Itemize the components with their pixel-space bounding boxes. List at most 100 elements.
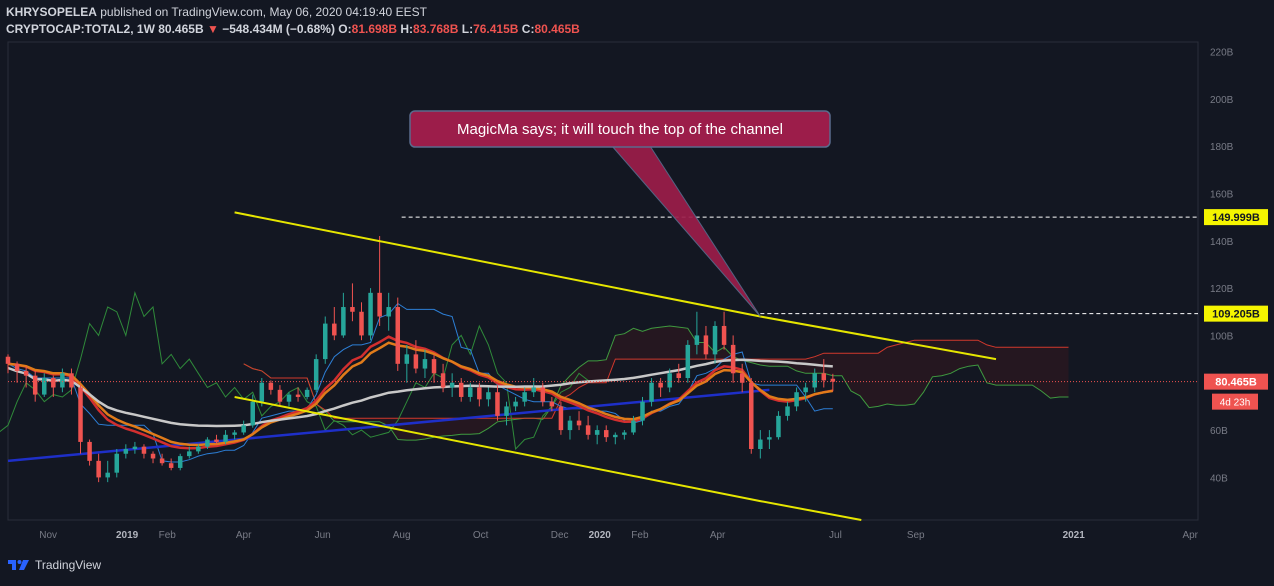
candle-body: [449, 382, 455, 388]
candle-body: [350, 307, 355, 312]
candle-body: [105, 472, 110, 478]
candle-body: [486, 392, 491, 400]
ohlc-legend: CRYPTOCAP:TOTAL2, 1W 80.465B ▼ −548.434M…: [6, 22, 580, 36]
candle-body: [513, 401, 518, 407]
candle: [576, 411, 582, 431]
tradingview-brand: TradingView: [35, 558, 102, 572]
candle: [23, 366, 29, 388]
candle: [42, 373, 47, 397]
candle: [758, 430, 763, 459]
candle: [150, 451, 156, 464]
price-label: 109.205B: [1212, 309, 1260, 321]
countdown-box: [1212, 393, 1258, 410]
candle: [141, 444, 147, 459]
price-change: −548.434M (−0.68%): [222, 22, 335, 36]
candle: [304, 387, 310, 400]
y-tick-label: 180B: [1210, 142, 1234, 153]
down-arrow-icon: ▼: [206, 22, 219, 36]
candle-body: [803, 387, 808, 393]
candle-body: [685, 344, 691, 379]
x-tick-label: Jun: [315, 530, 331, 541]
candle-body: [504, 406, 509, 416]
candle-body: [187, 451, 192, 457]
candle-body: [468, 387, 473, 397]
candle-body: [603, 430, 609, 438]
x-tick-label: Apr: [710, 530, 726, 541]
low-label: L:: [461, 22, 474, 36]
tenkan-line: [7, 302, 833, 463]
candle-body: [667, 373, 672, 388]
candle-body: [359, 311, 364, 336]
price-label: 80.465B: [1215, 377, 1257, 389]
candle-body: [613, 434, 618, 438]
candle: [830, 373, 836, 392]
candle-body: [404, 354, 410, 364]
candle: [105, 460, 110, 483]
candle-body: [495, 392, 500, 416]
candle: [78, 385, 83, 454]
candle: [14, 361, 20, 383]
price-label-box: [1204, 305, 1268, 322]
candle-body: [694, 335, 700, 345]
candle-body: [458, 382, 464, 397]
candle-body: [395, 307, 401, 364]
candle-body: [785, 406, 790, 416]
x-tick-label: Jul: [829, 530, 842, 541]
candle: [168, 458, 174, 471]
candle: [277, 385, 283, 407]
x-tick-label: Apr: [236, 530, 252, 541]
candle-body: [313, 359, 319, 390]
open-label: O:: [338, 22, 352, 36]
cloud-span-b: [243, 339, 1069, 419]
candle: [613, 432, 618, 445]
candle-body: [42, 378, 47, 395]
candle: [368, 288, 373, 341]
ema-orange: [7, 341, 833, 447]
candle-body: [69, 373, 74, 388]
candle: [350, 283, 355, 322]
x-tick-label: Oct: [473, 530, 489, 541]
candle: [631, 415, 636, 435]
candle-body: [413, 354, 419, 369]
cloud-span-a: [243, 325, 1069, 441]
candle-body: [259, 382, 265, 402]
candle: [313, 354, 319, 393]
candle-body: [205, 439, 210, 447]
high-value: 83.768B: [413, 22, 459, 36]
candle: [730, 335, 736, 383]
candle-body: [721, 325, 727, 345]
candle-body: [150, 453, 156, 459]
lagging-span: [0, 291, 598, 451]
candle-body: [631, 420, 636, 433]
candle: [658, 378, 663, 397]
candle: [486, 387, 491, 407]
tradingview-logo[interactable]: TradingView: [8, 558, 101, 572]
candle-body: [522, 392, 527, 402]
price-chart[interactable]: 220B200B180B160B140B120B100B80B60B40B149…: [0, 0, 1274, 548]
candle: [504, 401, 509, 426]
candle: [721, 311, 727, 350]
candle: [386, 292, 391, 331]
candle-body: [576, 420, 582, 426]
candle: [87, 439, 92, 466]
candle-body: [712, 325, 718, 355]
candle: [177, 453, 183, 471]
candle-body: [60, 373, 65, 388]
published-text: published on TradingView.com, May 06, 20…: [100, 5, 427, 19]
candle-body: [658, 382, 663, 388]
ema-red: [7, 335, 834, 450]
y-tick-label: 60B: [1210, 426, 1228, 437]
candle: [549, 396, 555, 412]
candle: [123, 444, 129, 459]
candle: [286, 392, 292, 407]
candle-body: [730, 344, 736, 374]
candle: [513, 396, 518, 412]
candle: [96, 453, 101, 483]
candle: [196, 444, 201, 454]
candle: [422, 349, 428, 379]
candle-body: [223, 434, 228, 442]
x-tick-label: Feb: [631, 530, 649, 541]
candle: [685, 340, 691, 383]
x-tick-label: 2019: [116, 530, 139, 541]
candle-body: [214, 439, 219, 442]
